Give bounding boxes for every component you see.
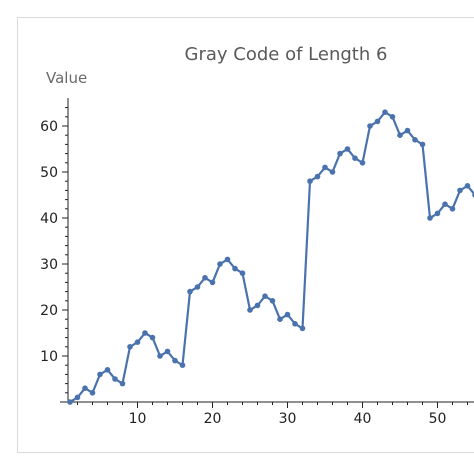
data-point bbox=[382, 109, 388, 115]
data-point bbox=[119, 380, 126, 387]
data-point bbox=[329, 169, 336, 175]
data-point bbox=[127, 344, 133, 350]
data-point bbox=[239, 270, 246, 277]
data-point bbox=[97, 371, 103, 378]
chart-panel bbox=[17, 17, 474, 453]
data-point bbox=[449, 206, 456, 212]
x-tick-label: 50 bbox=[429, 411, 447, 427]
data-point bbox=[67, 399, 73, 405]
chart-title: Gray Code of Length 6 bbox=[185, 44, 388, 65]
data-point bbox=[157, 353, 163, 359]
data-point bbox=[299, 325, 306, 332]
data-point bbox=[247, 307, 253, 313]
y-tick-label: 20 bbox=[40, 303, 58, 319]
data-point bbox=[397, 132, 403, 138]
data-point bbox=[149, 334, 156, 341]
data-point bbox=[172, 357, 178, 364]
data-point bbox=[457, 187, 463, 194]
data-point bbox=[344, 146, 351, 152]
data-point bbox=[359, 160, 366, 166]
series-line bbox=[69, 111, 474, 403]
data-point bbox=[262, 293, 268, 300]
data-point bbox=[464, 183, 471, 189]
x-tick-label: 40 bbox=[354, 411, 372, 427]
ticks-group: 10 20 30 40 50 10 20 30 40 50 60 bbox=[40, 107, 468, 427]
data-point bbox=[217, 261, 223, 267]
data-point bbox=[202, 275, 208, 281]
data-point bbox=[284, 311, 291, 318]
x-tick-label: 10 bbox=[129, 411, 147, 427]
data-point bbox=[164, 348, 171, 355]
data-point bbox=[82, 385, 88, 392]
data-point bbox=[179, 362, 186, 369]
data-point bbox=[269, 298, 276, 304]
y-tick-label: 30 bbox=[40, 257, 58, 273]
data-point bbox=[254, 302, 261, 309]
x-tick-label: 30 bbox=[279, 411, 297, 427]
data-point bbox=[224, 256, 231, 263]
y-tick-label: 40 bbox=[40, 211, 58, 227]
data-point bbox=[367, 123, 373, 129]
data-point bbox=[442, 201, 448, 207]
data-point bbox=[292, 321, 298, 327]
data-point bbox=[322, 164, 328, 171]
data-point bbox=[307, 178, 313, 184]
data-point bbox=[314, 173, 321, 180]
data-point bbox=[104, 367, 111, 373]
data-point bbox=[194, 284, 201, 290]
data-point bbox=[412, 137, 418, 143]
data-point bbox=[112, 376, 118, 382]
data-point bbox=[427, 215, 433, 221]
y-tick-label: 50 bbox=[40, 165, 58, 181]
data-point bbox=[74, 394, 81, 401]
data-point bbox=[277, 316, 283, 323]
data-point bbox=[209, 279, 216, 286]
data-point bbox=[89, 390, 96, 396]
data-point bbox=[134, 339, 141, 346]
data-point bbox=[232, 265, 238, 272]
data-point bbox=[187, 288, 193, 295]
data-point bbox=[337, 150, 343, 157]
data-point bbox=[404, 127, 411, 134]
data-point bbox=[389, 114, 396, 120]
data-point bbox=[352, 155, 358, 161]
y-tick-label: 60 bbox=[40, 119, 58, 135]
y-tick-label: 10 bbox=[40, 349, 58, 365]
data-point bbox=[142, 330, 148, 336]
data-point bbox=[374, 118, 381, 125]
plot-area bbox=[67, 109, 474, 405]
x-tick-label: 20 bbox=[204, 411, 222, 427]
y-axis-label: Value bbox=[46, 69, 87, 87]
data-point bbox=[419, 141, 426, 148]
data-point bbox=[434, 210, 441, 217]
